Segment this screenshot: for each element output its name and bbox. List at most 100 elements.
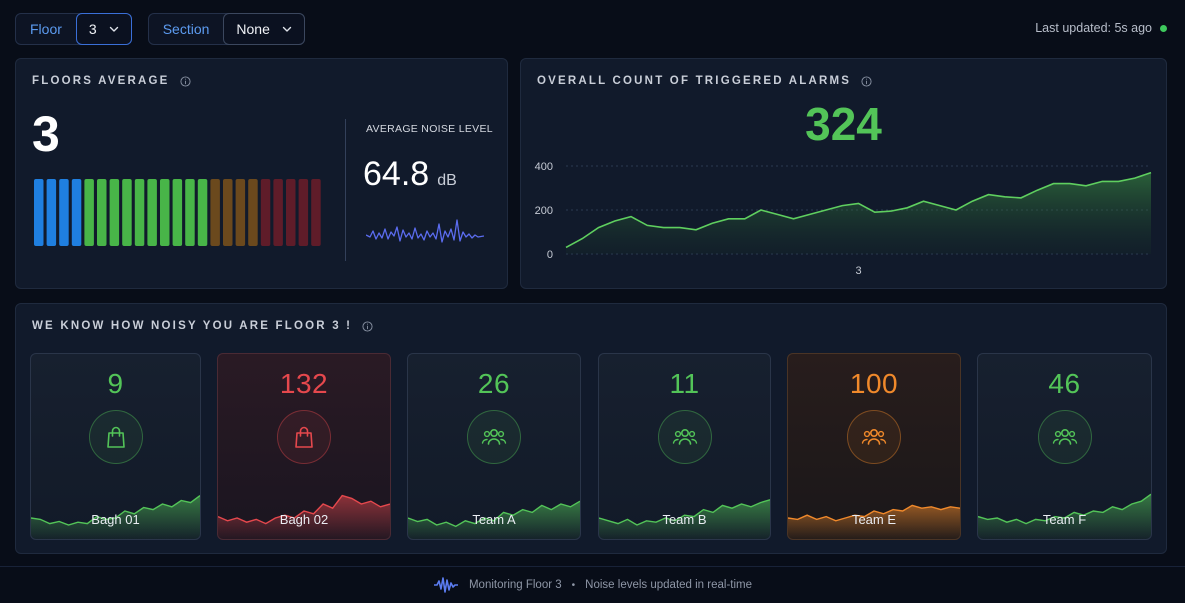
meter-bar — [260, 179, 271, 246]
footer-separator: • — [571, 579, 576, 591]
meter-bar — [134, 179, 145, 246]
team-alarm-count: 132 — [279, 368, 329, 399]
meter-bar — [273, 179, 283, 246]
team-sparkline — [31, 469, 200, 539]
alarms-title: OVERALL COUNT OF TRIGGERED ALARMS — [537, 75, 852, 87]
meter-bar — [147, 179, 157, 246]
chevron-down-icon — [282, 26, 292, 32]
meter-bar — [160, 179, 170, 246]
y-tick-label: 200 — [535, 205, 553, 217]
meter-bar — [248, 179, 258, 246]
meter-bar — [109, 179, 120, 246]
footer-monitoring-text: Monitoring Floor 3 — [468, 579, 562, 591]
team-alarm-count: 9 — [107, 368, 124, 399]
footer-divider — [0, 566, 1185, 567]
team-icon — [672, 429, 697, 445]
noise-number: 64.8 — [363, 155, 430, 193]
teams-title: WE KNOW HOW NOISY YOU ARE FLOOR 3 ! — [32, 320, 353, 332]
team-card[interactable]: 26 Team A — [407, 353, 581, 540]
floor-filter-label: Floor — [30, 21, 62, 37]
team-icon-badge — [88, 410, 143, 464]
team-sparkline — [978, 469, 1151, 539]
meter-bar — [298, 179, 309, 246]
meter-bar — [185, 179, 195, 246]
section-filter: Section None — [147, 13, 305, 45]
team-card[interactable]: 132 Bagh 02 — [217, 353, 391, 540]
panel-title: WE KNOW HOW NOISY YOU ARE FLOOR 3 ! — [32, 320, 373, 332]
meter-bar — [223, 179, 233, 246]
team-icon — [481, 429, 507, 445]
sound-wave-icon — [433, 577, 458, 593]
teams-noise-panel: WE KNOW HOW NOISY YOU ARE FLOOR 3 ! 9 Bag… — [15, 303, 1167, 554]
meter-bar — [34, 179, 44, 246]
info-icon[interactable] — [362, 320, 373, 332]
info-icon[interactable] — [861, 75, 872, 87]
sound-wave-icon — [366, 219, 484, 243]
meter-bar — [210, 179, 220, 246]
team-icon — [861, 429, 887, 445]
panel-title: FLOORS AVERAGE — [32, 75, 191, 87]
chevron-down-icon — [109, 26, 118, 32]
meter-bar — [286, 179, 296, 246]
alarm-count-value: 324 — [805, 98, 882, 150]
average-noise-value: 64.8 dB — [363, 155, 457, 194]
team-name: Team A — [472, 512, 516, 527]
noise-unit: dB — [437, 172, 457, 189]
team-name: Team B — [662, 512, 707, 527]
panel-title: OVERALL COUNT OF TRIGGERED ALARMS — [537, 75, 872, 87]
y-tick-label: 0 — [547, 249, 553, 261]
section-select-value: None — [236, 21, 270, 37]
shopping-bag-icon — [106, 426, 125, 448]
alarm-series-area — [566, 172, 1151, 254]
floor-select-value: 3 — [88, 21, 97, 37]
last-updated-text: Last updated: 5s ago — [1035, 21, 1152, 35]
alarm-series-line — [565, 171, 1152, 249]
meter-bar — [172, 179, 183, 246]
team-icon-badge — [467, 410, 521, 464]
team-card[interactable]: 9 Bagh 01 — [30, 353, 201, 540]
average-noise-label: AVERAGE NOISE LEVEL — [366, 123, 493, 135]
floor-average-value: 3 — [32, 106, 60, 162]
team-icon-badge — [277, 410, 331, 464]
triggered-alarms-panel: OVERALL COUNT OF TRIGGERED ALARMS 324 40… — [520, 58, 1167, 289]
team-name: Bagh 01 — [91, 512, 140, 527]
footer: Monitoring Floor 3 • Noise levels update… — [0, 575, 1185, 595]
team-icon — [1052, 429, 1077, 445]
live-indicator-dot — [1160, 24, 1167, 32]
team-alarm-count: 11 — [669, 368, 700, 399]
floor-select[interactable]: 3 — [75, 13, 132, 45]
meter-bar — [71, 179, 82, 246]
team-card[interactable]: 100 Team E — [787, 353, 961, 540]
team-icon-badge — [1037, 410, 1092, 464]
floors-average-panel: FLOORS AVERAGE 3 AVERAGE NOISE LEVEL 64.… — [15, 58, 508, 289]
team-icon-badge — [847, 410, 901, 464]
alarms-area-chart: 400 200 0 3 — [535, 161, 1152, 277]
meter-bar — [197, 179, 208, 246]
info-icon[interactable] — [179, 75, 191, 87]
meter-bar — [235, 179, 246, 246]
team-sparkline — [408, 469, 580, 539]
floors-average-title: FLOORS AVERAGE — [32, 75, 170, 87]
floor-filter: Floor 3 — [15, 13, 132, 45]
team-alarm-count: 100 — [849, 368, 899, 399]
section-select[interactable]: None — [223, 13, 305, 45]
team-alarm-count: 26 — [477, 368, 511, 399]
shopping-bag-icon — [295, 426, 313, 448]
meter-bar — [311, 179, 321, 246]
team-card[interactable]: 46 Team F — [977, 353, 1152, 540]
noise-level-meter — [34, 179, 321, 246]
meter-bar — [84, 179, 94, 246]
last-updated-status: Last updated: 5s ago — [1035, 21, 1167, 35]
team-sparkline — [218, 469, 390, 539]
team-alarm-count: 46 — [1048, 368, 1081, 399]
meter-bar — [97, 179, 107, 246]
filter-bar: Floor 3 Section None — [15, 13, 305, 45]
team-card[interactable]: 11 Team B — [598, 353, 771, 540]
team-sparkline — [788, 469, 960, 539]
team-sparkline — [599, 469, 770, 539]
y-tick-label: 400 — [535, 161, 553, 173]
meter-bar — [46, 179, 57, 246]
meter-bar — [122, 179, 132, 246]
divider — [345, 119, 346, 261]
section-filter-label: Section — [162, 21, 210, 37]
